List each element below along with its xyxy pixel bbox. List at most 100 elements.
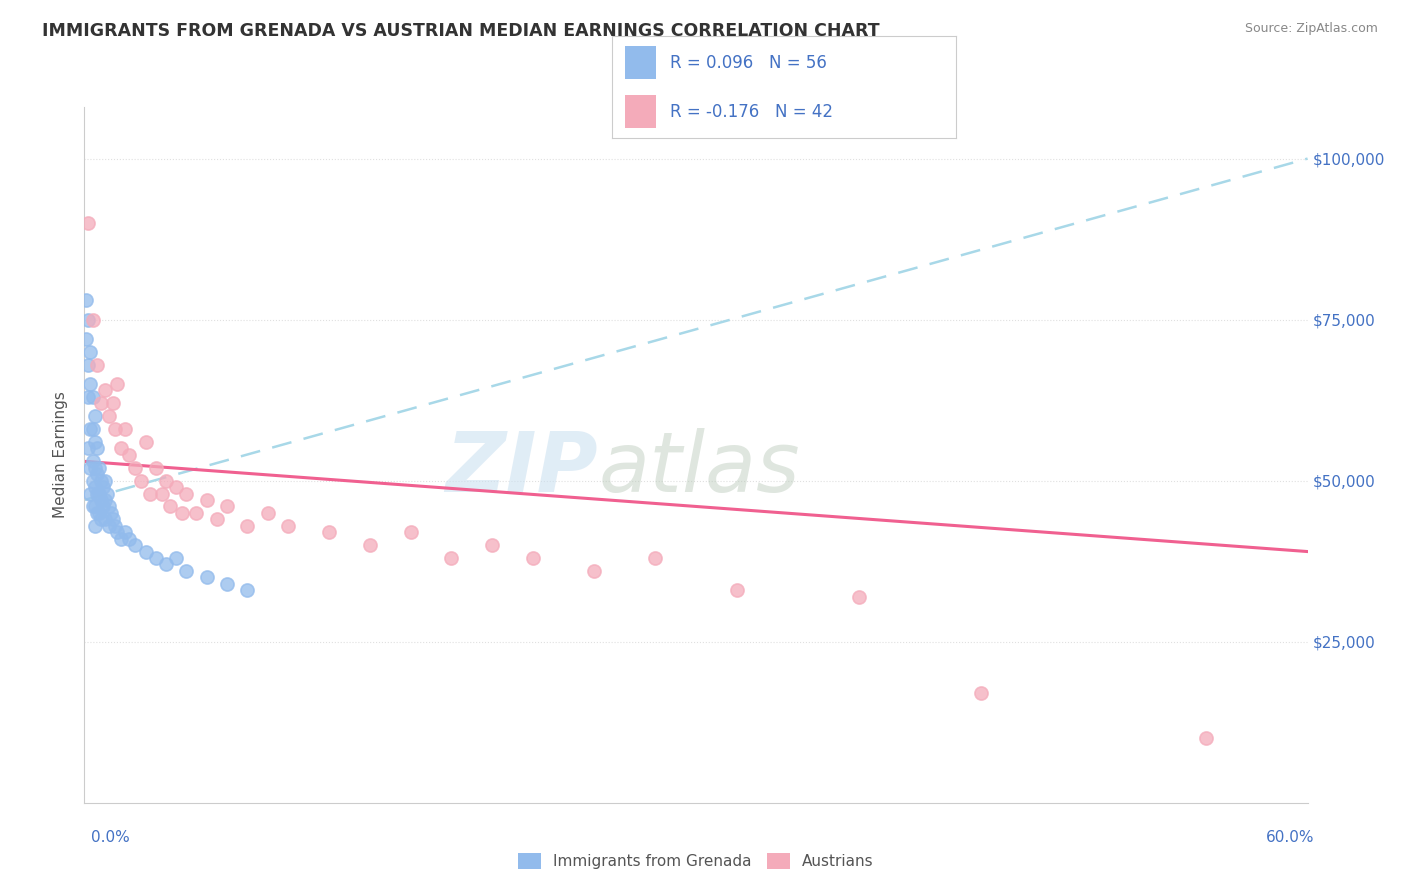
Point bbox=[277, 518, 299, 533]
Point bbox=[90, 512, 112, 526]
Point bbox=[236, 518, 259, 533]
Point bbox=[114, 422, 136, 436]
Point bbox=[91, 500, 114, 514]
Text: R = -0.176   N = 42: R = -0.176 N = 42 bbox=[671, 103, 834, 121]
Point bbox=[205, 512, 228, 526]
Point bbox=[145, 551, 167, 566]
Point bbox=[176, 486, 198, 500]
Point bbox=[77, 312, 100, 326]
Point bbox=[110, 532, 132, 546]
Point bbox=[83, 500, 105, 514]
Bar bbox=[626, 95, 657, 128]
Point bbox=[82, 390, 104, 404]
Point bbox=[97, 409, 120, 424]
Text: atlas: atlas bbox=[598, 428, 800, 509]
Text: R = 0.096   N = 56: R = 0.096 N = 56 bbox=[671, 54, 827, 72]
Legend: Immigrants from Grenada, Austrians: Immigrants from Grenada, Austrians bbox=[512, 847, 880, 875]
Point bbox=[104, 422, 127, 436]
Point bbox=[176, 564, 198, 578]
Point bbox=[93, 384, 117, 398]
Point bbox=[83, 518, 105, 533]
Point bbox=[399, 525, 422, 540]
Point bbox=[848, 590, 870, 604]
Point bbox=[155, 558, 177, 572]
Point bbox=[359, 538, 381, 552]
Point bbox=[644, 551, 666, 566]
Point bbox=[138, 486, 160, 500]
Point bbox=[97, 500, 120, 514]
Point bbox=[135, 544, 157, 558]
Point bbox=[86, 442, 108, 456]
Point bbox=[583, 564, 606, 578]
Point bbox=[100, 506, 122, 520]
Point bbox=[135, 435, 157, 450]
Point bbox=[155, 474, 177, 488]
Point bbox=[82, 312, 104, 326]
Point bbox=[77, 358, 100, 372]
Point bbox=[145, 460, 167, 475]
Point bbox=[481, 538, 503, 552]
Point bbox=[77, 390, 100, 404]
Point bbox=[217, 576, 239, 591]
Text: ZIP: ZIP bbox=[446, 428, 598, 509]
Point bbox=[725, 583, 748, 598]
Point bbox=[75, 293, 97, 308]
Point bbox=[970, 686, 993, 700]
Point bbox=[318, 525, 340, 540]
Point bbox=[75, 332, 97, 346]
Point bbox=[124, 538, 146, 552]
Point bbox=[118, 532, 141, 546]
Point bbox=[118, 448, 141, 462]
Point bbox=[101, 396, 124, 410]
Text: 0.0%: 0.0% bbox=[91, 830, 131, 845]
Point bbox=[87, 506, 110, 520]
Point bbox=[82, 454, 104, 468]
Point bbox=[257, 506, 280, 520]
Point bbox=[91, 480, 114, 494]
Point bbox=[96, 486, 118, 500]
Point bbox=[83, 409, 105, 424]
Point bbox=[195, 493, 218, 508]
Text: Source: ZipAtlas.com: Source: ZipAtlas.com bbox=[1244, 22, 1378, 36]
Point bbox=[77, 442, 100, 456]
Point bbox=[86, 486, 108, 500]
Point bbox=[83, 480, 105, 494]
Point bbox=[101, 512, 124, 526]
Point bbox=[104, 518, 127, 533]
Point bbox=[124, 460, 146, 475]
Point bbox=[93, 512, 117, 526]
Point bbox=[79, 344, 101, 359]
Point bbox=[79, 486, 101, 500]
Point bbox=[87, 460, 110, 475]
Point bbox=[86, 358, 108, 372]
Bar bbox=[626, 45, 657, 78]
Point bbox=[1195, 731, 1218, 746]
Point bbox=[165, 480, 187, 494]
Point bbox=[97, 518, 120, 533]
Point bbox=[79, 422, 101, 436]
Text: IMMIGRANTS FROM GRENADA VS AUSTRIAN MEDIAN EARNINGS CORRELATION CHART: IMMIGRANTS FROM GRENADA VS AUSTRIAN MEDI… bbox=[42, 22, 880, 40]
Point bbox=[77, 216, 100, 230]
Point bbox=[236, 583, 259, 598]
Point bbox=[87, 486, 110, 500]
Point bbox=[93, 493, 117, 508]
Point bbox=[90, 474, 112, 488]
Point bbox=[131, 474, 153, 488]
Point bbox=[83, 460, 105, 475]
Point bbox=[150, 486, 173, 500]
Point bbox=[90, 493, 112, 508]
Point bbox=[79, 460, 101, 475]
Point bbox=[79, 377, 101, 392]
Point bbox=[110, 442, 132, 456]
Point bbox=[83, 435, 105, 450]
Point bbox=[82, 422, 104, 436]
Point bbox=[440, 551, 463, 566]
Point bbox=[195, 570, 218, 584]
Point bbox=[90, 396, 112, 410]
Point bbox=[217, 500, 239, 514]
Point bbox=[105, 377, 128, 392]
Point bbox=[522, 551, 544, 566]
Point bbox=[82, 500, 104, 514]
Point bbox=[114, 525, 136, 540]
Point bbox=[172, 506, 194, 520]
